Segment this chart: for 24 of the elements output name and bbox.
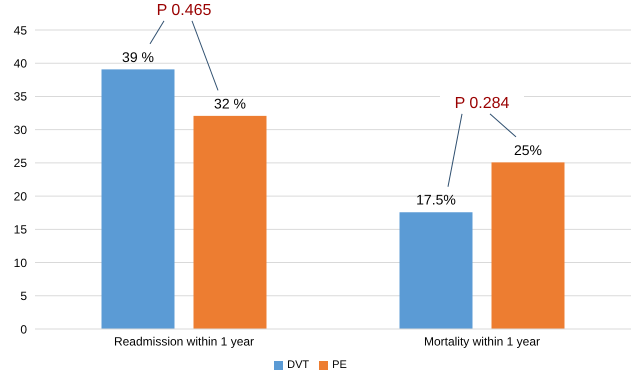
- bar: [194, 116, 266, 329]
- y-tick-label: 35: [14, 90, 28, 104]
- y-tick-label: 20: [14, 189, 28, 204]
- x-tick-label: Readmission within 1 year: [114, 334, 254, 349]
- bar: [492, 162, 564, 329]
- y-tick-label: 10: [14, 256, 28, 270]
- bar: [102, 69, 174, 329]
- y-tick-label: 40: [14, 56, 28, 70]
- y-tick-label: 30: [14, 122, 28, 137]
- bar: [400, 212, 472, 329]
- y-tick-label: 15: [14, 222, 28, 237]
- y-tick-label: 5: [20, 289, 28, 304]
- data-label: 25%: [514, 142, 542, 158]
- legend-label: PE: [332, 359, 347, 371]
- data-label: 32 %: [214, 95, 246, 112]
- x-tick-label: Mortality within 1 year: [424, 334, 540, 349]
- annotation: P 0.284: [454, 94, 510, 112]
- y-tick-label: 0: [20, 322, 28, 336]
- legend-label: DVT: [287, 359, 310, 371]
- data-label: 39 %: [122, 48, 154, 65]
- text: P 0.465: [156, 2, 212, 19]
- y-tick-label: 25: [14, 156, 28, 170]
- y-tick-label: 45: [14, 23, 28, 38]
- data-label: 17.5%: [416, 192, 456, 208]
